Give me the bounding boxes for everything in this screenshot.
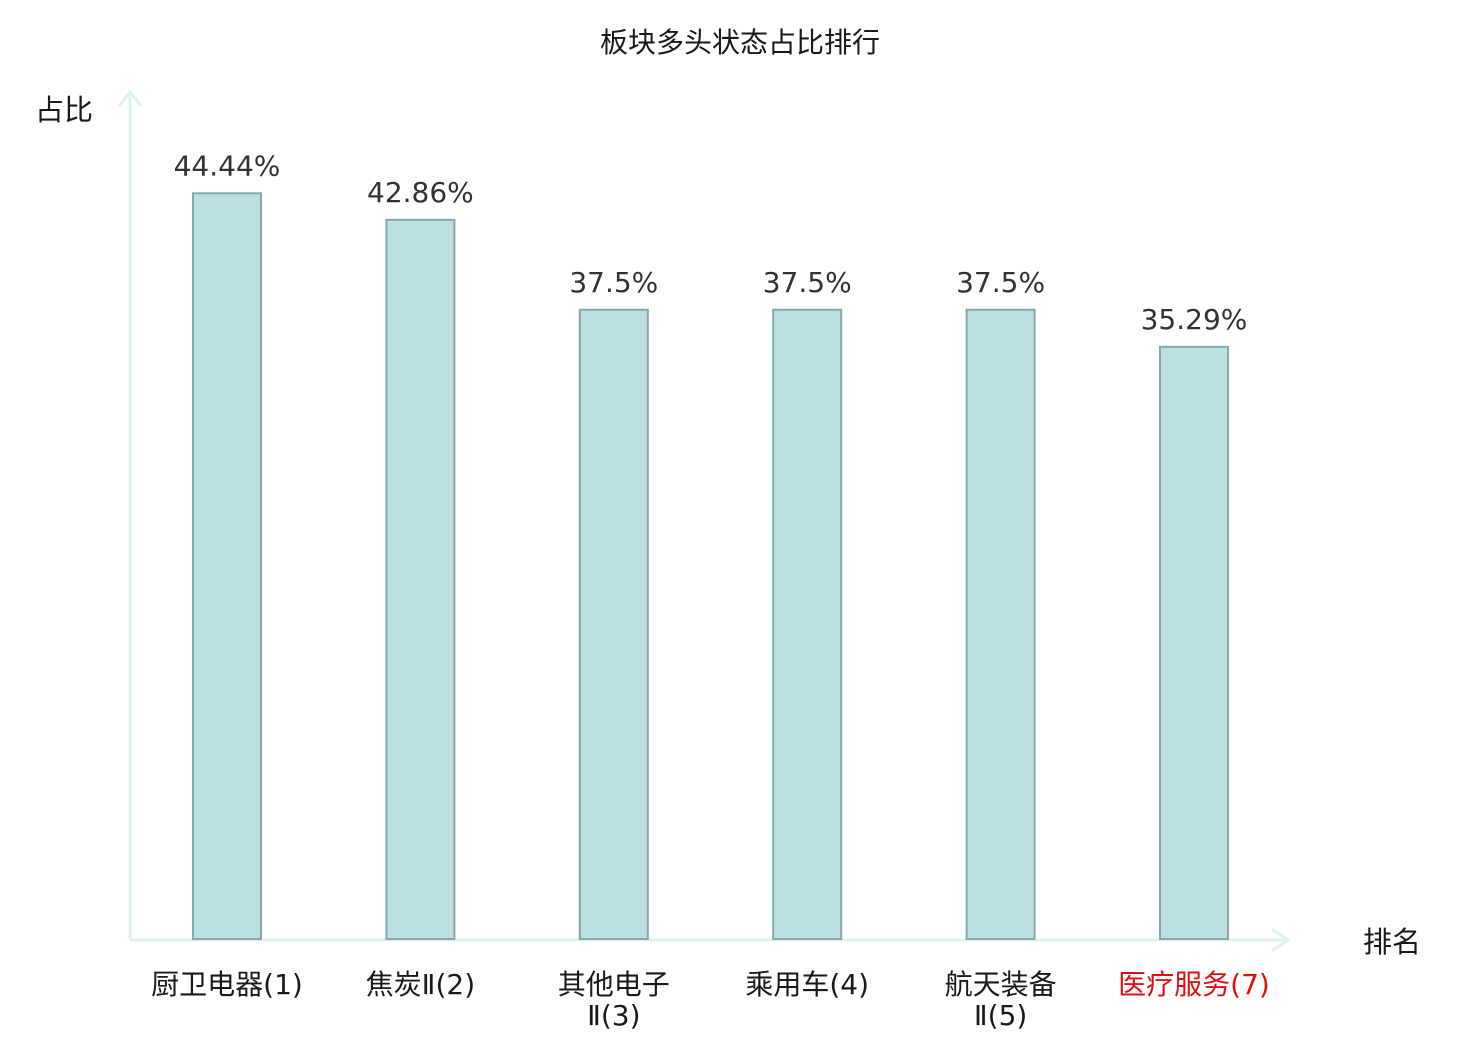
bars-group bbox=[192, 192, 1229, 940]
bar-5 bbox=[965, 308, 1036, 940]
category-label-3: 其他电子 bbox=[558, 968, 670, 1001]
bar-2 bbox=[385, 218, 456, 940]
chart-title: 板块多头状态占比排行 bbox=[600, 26, 880, 59]
x-axis-arrow bbox=[1271, 927, 1291, 953]
value-label-1: 44.44% bbox=[174, 149, 281, 182]
bar-3 bbox=[578, 308, 649, 940]
value-label-4: 37.5% bbox=[763, 266, 852, 299]
bar-6 bbox=[1159, 345, 1229, 940]
axes bbox=[117, 89, 1291, 953]
y-axis-arrow bbox=[117, 89, 143, 107]
y-axis-label: 占比 bbox=[35, 93, 93, 127]
value-label-2: 42.86% bbox=[367, 176, 474, 209]
category-label-2: 焦炭Ⅱ(2) bbox=[366, 968, 475, 1001]
category-label-3-line2: Ⅱ(3) bbox=[587, 999, 640, 1032]
bar-4 bbox=[772, 308, 843, 940]
value-label-3: 37.5% bbox=[569, 266, 658, 299]
bar-1 bbox=[192, 192, 262, 940]
value-label-5: 37.5% bbox=[956, 266, 1045, 299]
category-label-6: 医疗服务(7) bbox=[1118, 968, 1270, 1001]
category-label-5: 航天装备 bbox=[945, 968, 1057, 1001]
x-axis-label: 排名 bbox=[1363, 925, 1421, 959]
category-label-4: 乘用车(4) bbox=[745, 968, 869, 1001]
category-label-1: 厨卫电器(1) bbox=[151, 968, 303, 1001]
value-label-6: 35.29% bbox=[1141, 303, 1248, 336]
category-label-5-line2: Ⅱ(5) bbox=[974, 999, 1027, 1032]
value-labels-group: 44.44% 42.86% 37.5% 37.5% 37.5% 35.29% bbox=[174, 149, 1248, 336]
